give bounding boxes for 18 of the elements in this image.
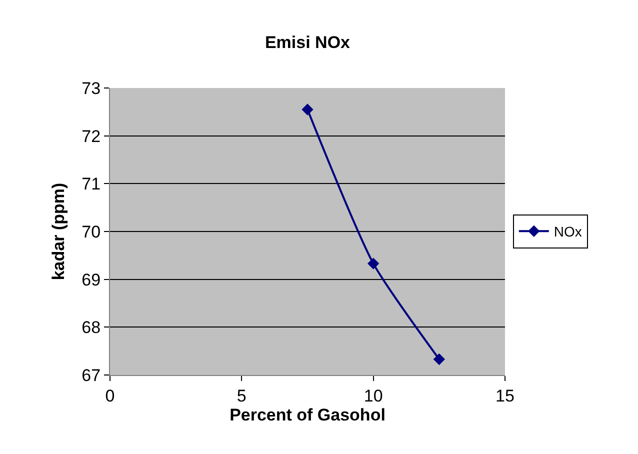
chart-title: Emisi NOx bbox=[264, 33, 351, 52]
y-axis-title: kadar (ppm) bbox=[49, 182, 68, 280]
point bbox=[302, 104, 314, 116]
y-tick-label: 71 bbox=[82, 174, 101, 194]
y-tick-label: 73 bbox=[82, 78, 101, 98]
point bbox=[433, 353, 446, 366]
y-tick-label: 70 bbox=[82, 222, 101, 242]
x-tick-label: 15 bbox=[496, 386, 514, 406]
y-tick-label: 67 bbox=[82, 366, 101, 385]
y-tick-label: 68 bbox=[82, 318, 101, 338]
x-tick-label: 10 bbox=[364, 386, 383, 406]
x-tick-label: 0 bbox=[105, 386, 115, 406]
legend-label: NOx bbox=[554, 224, 582, 240]
x-axis-title: Percent of Gasohol bbox=[230, 405, 386, 424]
y-tick-label: 72 bbox=[82, 126, 101, 146]
point bbox=[367, 258, 380, 270]
x-tick-label: 5 bbox=[236, 386, 246, 406]
y-tick-label: 69 bbox=[82, 270, 101, 290]
